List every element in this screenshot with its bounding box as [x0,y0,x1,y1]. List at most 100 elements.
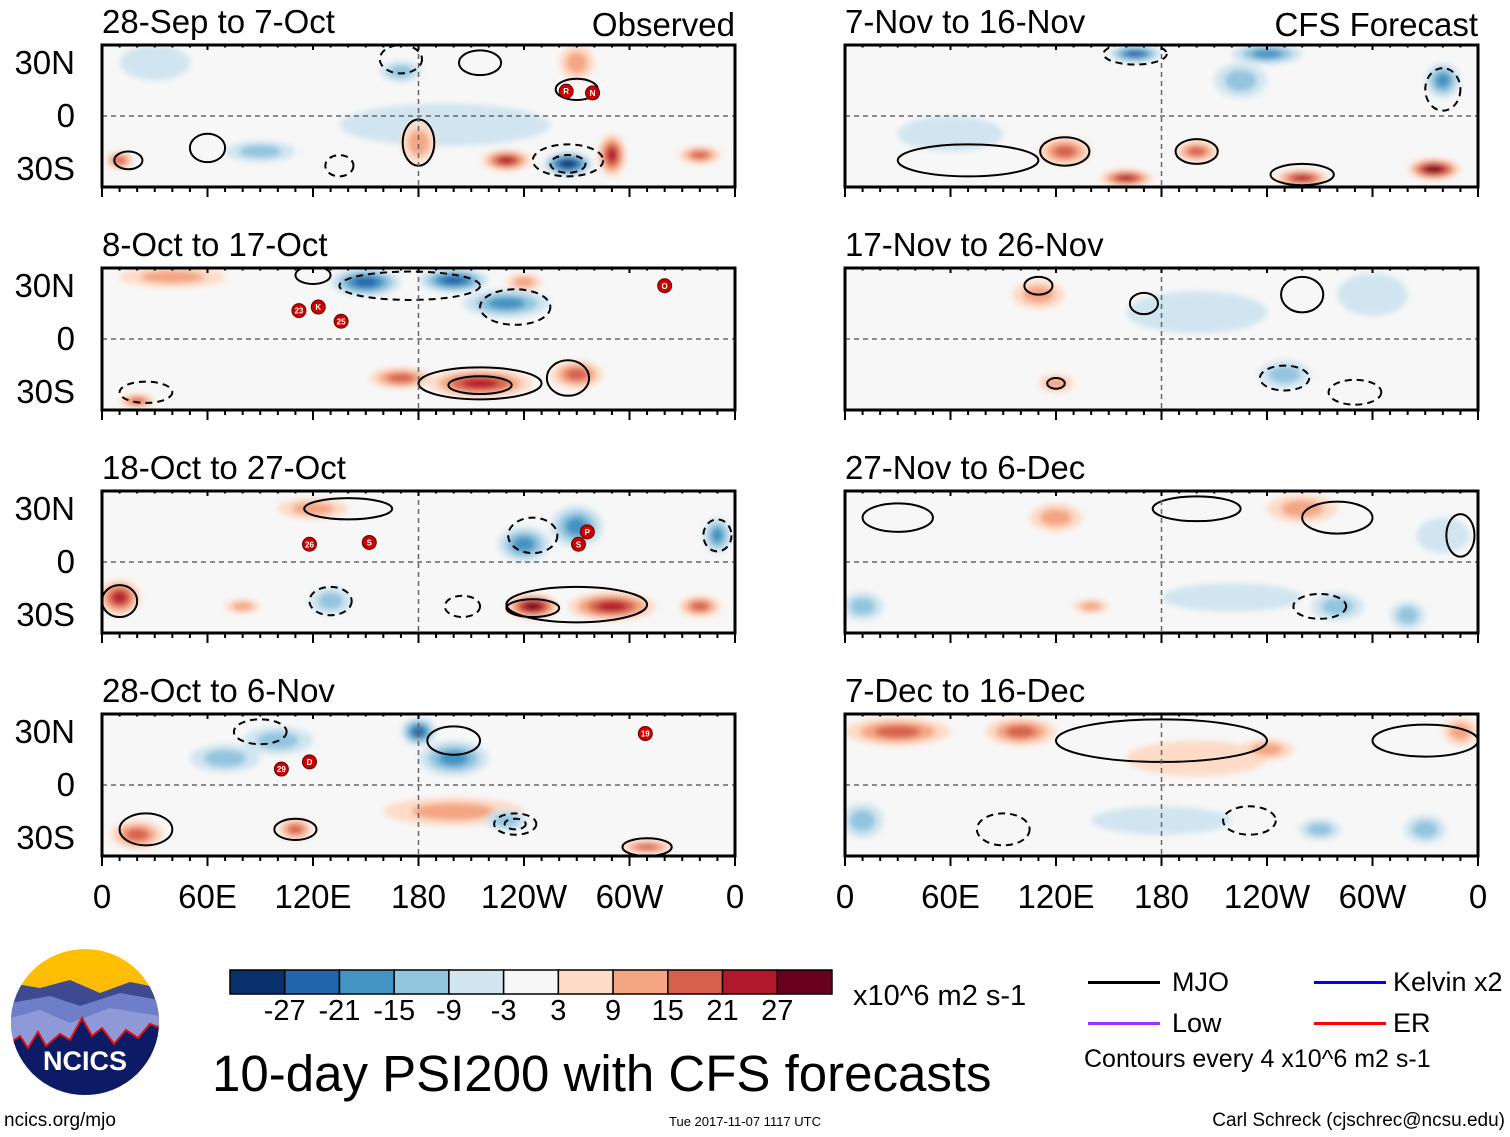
positive-contour [273,817,318,842]
panel-title: 8-Oct to 17-Oct [102,226,328,263]
positive-contour [188,132,227,164]
anomaly-blob [462,378,498,389]
anomaly-blob [1005,725,1036,738]
anomaly-blob [113,156,126,165]
positive-contour [1269,162,1335,187]
tropical-cyclone-icon: 29 [273,761,289,777]
anomaly-blob [690,601,709,611]
positive-contour [896,143,1040,178]
colorbar-bin [557,969,614,995]
storm-label: N [590,89,596,98]
anomaly-blob [441,276,466,285]
panel-title: 27-Nov to 6-Dec [845,449,1086,486]
anomaly-blob [512,536,536,552]
colorbar-bin [338,969,395,995]
figure-title: 10-day PSI200 with CFS forecasts [212,1045,992,1102]
anomaly-blob [1126,291,1267,334]
anomaly-blob [607,147,617,163]
contour-interval-note: Contours every 4 x10^6 m2 s-1 [1084,1045,1431,1073]
colorbar [229,969,833,995]
positive-contour [102,584,139,619]
colorbar-tick-label: 9 [605,995,622,1027]
colorbar-bin [283,969,341,995]
lat-label: 0 [56,97,75,134]
colorbar-bin [502,969,560,995]
anomaly-blob [354,277,378,287]
observed-label: Observed [591,6,735,43]
anomaly-blob [1126,740,1267,777]
anomaly-blob [597,601,627,612]
colorbar-tick-label: -15 [373,995,416,1027]
colorbar-units: x10^6 m2 s-1 [853,980,1027,1012]
kelvin-line-swatch [1314,981,1386,984]
lon-label: 0 [92,878,112,915]
colorbar-bin [229,969,286,995]
negative-contour [232,718,288,746]
map-panel: 26 SPS [100,489,737,643]
anomaly-blob [566,52,588,74]
forecast-label: CFS Forecast [1274,6,1478,43]
anomaly-blob [498,156,515,164]
tropical-cyclone-icon: N [585,85,601,101]
tropical-cyclone-icon: R [558,83,574,99]
positive-contour [447,375,513,396]
anomaly-blob [388,65,414,79]
negative-contour [493,812,538,836]
positive-contour [621,837,673,856]
lon-label: 0 [725,878,745,915]
anomaly-blob [690,151,709,159]
legend-er: ER [1393,1008,1431,1038]
lat-label: 0 [56,320,75,357]
anomaly-blob [1040,509,1072,527]
anomaly-blob [849,809,876,832]
colorbar-tick-label: 3 [550,995,567,1027]
anomaly-blob [635,844,659,851]
anomaly-blob [1053,145,1077,158]
anomaly-blob [1224,69,1257,92]
colorbar-bin [448,969,505,995]
colorbar-bin [667,969,724,995]
anomaly-blob [232,602,254,611]
positive-contour [1301,500,1374,535]
colorbar-bin [721,969,779,995]
positive-contour [861,502,934,533]
map-panel [843,712,1480,866]
storm-label: 19 [641,730,650,739]
positive-contour [1445,513,1476,558]
lon-label: 120E [1017,878,1095,915]
lat-label: 0 [56,543,75,580]
anomaly-blob [1091,806,1232,835]
lon-label: 120W [480,878,568,915]
tropical-cyclone-icon: 23 [291,303,307,319]
logo-text: NCICS [43,1046,127,1076]
storm-label: 25 [337,317,346,326]
anomaly-blob [1321,597,1354,615]
tropical-cyclone-icon: 19 [637,726,653,742]
colorbar-tick-label: -27 [263,995,306,1027]
footer-url[interactable]: ncics.org/mjo [4,1110,116,1131]
storm-label: 29 [277,765,286,774]
anomaly-blob [317,592,344,610]
storm-label: S [576,540,582,549]
colorbar-tick-label: 21 [706,995,739,1027]
lon-label: 0 [1468,878,1488,915]
anomaly-blob [1337,273,1408,316]
anomaly-blob [339,103,551,147]
panel-title: 17-Nov to 26-Nov [845,226,1104,263]
tropical-cyclone-icon: K [310,299,326,315]
positive-contour [545,359,591,397]
positive-contour [118,812,174,847]
anomaly-blob [412,727,425,737]
anomaly-blob [1307,822,1333,836]
anomaly-blob [1080,602,1102,611]
low-line-swatch [1088,1022,1160,1025]
anomaly-blob [1161,583,1303,612]
positive-contour [1280,275,1325,314]
negative-contour [503,817,527,831]
colorbar-tick-label: -3 [490,995,517,1027]
negative-contour [507,516,559,555]
lon-label: 180 [1133,878,1190,915]
map-panel [843,266,1480,420]
tropical-cyclone-icon: S [361,534,377,550]
anomaly-blob [119,45,190,81]
